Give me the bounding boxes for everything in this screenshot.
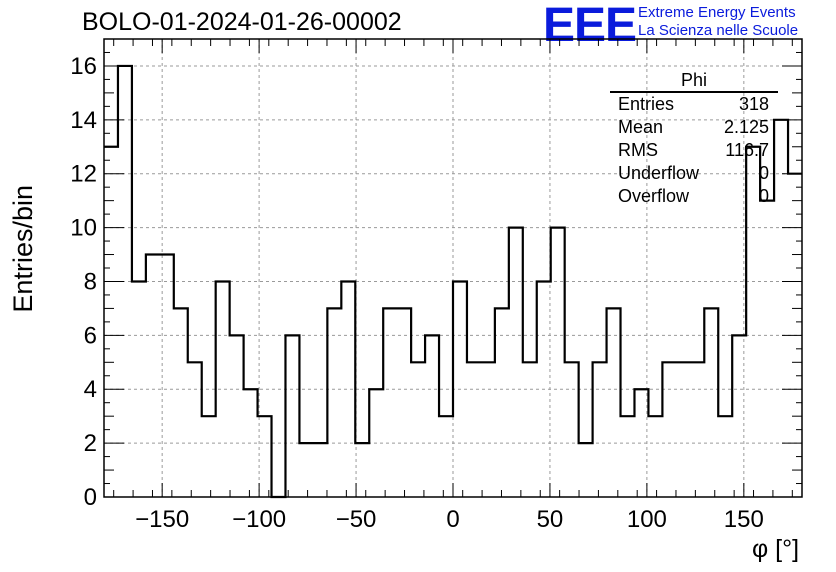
x-tick-label: 50 xyxy=(537,506,564,533)
plot-frame xyxy=(103,38,803,498)
x-tick-label: −100 xyxy=(232,506,286,533)
histogram-series xyxy=(104,64,802,499)
stats-value: 318 xyxy=(738,94,769,114)
y-tick-label: 0 xyxy=(84,484,97,511)
stats-row-overflow: Overflow 0 xyxy=(610,185,778,208)
y-tick-label: 16 xyxy=(70,53,97,80)
y-tick-label: 10 xyxy=(70,215,97,242)
x-tick-label: 100 xyxy=(627,506,667,533)
stats-label: Overflow xyxy=(618,186,690,206)
x-tick-label: 150 xyxy=(724,506,764,533)
y-axis-label: Entries/bin xyxy=(8,185,38,313)
eee-logo-text: Extreme Energy Events La Scienza nelle S… xyxy=(638,4,798,40)
y-tick-label: 4 xyxy=(84,376,97,403)
stats-value: 2.125 xyxy=(723,117,769,137)
stats-label: Mean xyxy=(618,117,664,137)
stats-label: Underflow xyxy=(618,163,700,183)
y-tick-label: 12 xyxy=(70,161,97,188)
stats-row-entries: Entries 318 xyxy=(610,93,778,116)
y-tick-label: 14 xyxy=(70,107,97,134)
y-tick-label: 2 xyxy=(84,430,97,457)
x-tick-label: −50 xyxy=(336,506,377,533)
chart-title: BOLO-01-2024-01-26-00002 xyxy=(82,8,402,36)
stats-value: 116.7 xyxy=(725,140,769,160)
eee-logo-line2: La Scienza nelle Scuole xyxy=(638,22,799,39)
stats-box: Phi Entries 318 Mean 2.125 RMS 116.7 Und… xyxy=(610,70,778,208)
stats-row-underflow: Underflow 0 xyxy=(610,162,778,185)
y-tick-label: 8 xyxy=(84,268,97,295)
x-tick-label: 0 xyxy=(446,506,459,533)
eee-logo-mark: EEE xyxy=(543,0,637,52)
x-axis-label: φ [°] xyxy=(752,535,800,563)
stats-value: 0 xyxy=(758,186,769,206)
stats-row-rms: RMS 116.7 xyxy=(610,139,778,162)
y-tick-label: 6 xyxy=(84,322,97,349)
x-tick-label: −150 xyxy=(135,506,189,533)
stats-title: Phi xyxy=(610,70,778,93)
stats-label: Entries xyxy=(618,94,675,114)
stats-value: 0 xyxy=(758,163,769,183)
eee-logo-line1: Extreme Energy Events xyxy=(638,4,796,21)
stats-row-mean: Mean 2.125 xyxy=(610,116,778,139)
stats-label: RMS xyxy=(618,140,658,160)
